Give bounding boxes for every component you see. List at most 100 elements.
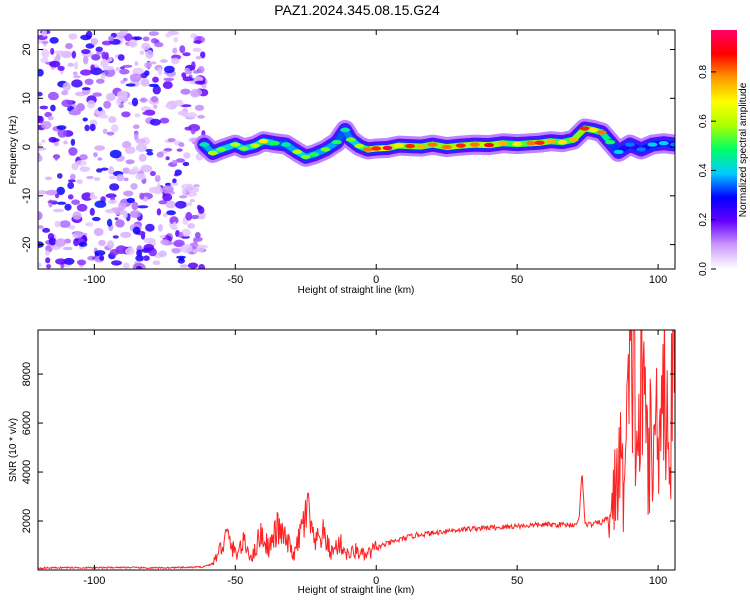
noise-blob bbox=[148, 186, 159, 194]
noise-blob bbox=[92, 92, 102, 97]
noise-blob bbox=[56, 186, 65, 196]
noise-blob bbox=[81, 49, 91, 55]
noise-blob bbox=[126, 197, 135, 204]
ridge-core bbox=[546, 139, 556, 144]
snr-y-ticks: 2000 4000 6000 8000 bbox=[21, 362, 675, 533]
x-tick-label: -50 bbox=[227, 575, 243, 587]
noise-blob bbox=[97, 107, 103, 112]
noise-blob bbox=[162, 81, 173, 89]
noise-blob bbox=[159, 117, 170, 124]
ridge-core bbox=[281, 142, 291, 147]
noise-blob bbox=[114, 217, 119, 221]
noise-blob bbox=[70, 173, 76, 180]
noise-blob bbox=[131, 97, 139, 107]
x-tick-label: 50 bbox=[511, 575, 523, 587]
noise-blob bbox=[103, 100, 112, 109]
snr-series-line bbox=[38, 330, 675, 570]
noise-blob bbox=[82, 117, 88, 122]
noise-blob bbox=[125, 247, 135, 255]
noise-blob bbox=[123, 210, 128, 219]
noise-blob bbox=[68, 110, 81, 116]
noise-blob bbox=[182, 52, 191, 57]
noise-blob bbox=[41, 139, 46, 143]
noise-blob bbox=[145, 148, 153, 153]
y-tick-label: 10 bbox=[21, 92, 33, 104]
noise-blob bbox=[162, 193, 173, 202]
noise-blob bbox=[93, 177, 101, 181]
colorbar-scale bbox=[711, 30, 737, 269]
noise-blob bbox=[158, 250, 167, 258]
noise-blob bbox=[194, 232, 201, 239]
noise-blob bbox=[103, 68, 116, 77]
noise-blob bbox=[55, 258, 67, 265]
noise-blob bbox=[201, 84, 207, 89]
noise-blob bbox=[68, 147, 78, 156]
ridge-core bbox=[345, 137, 356, 142]
ridge-core bbox=[393, 143, 404, 148]
x-tick-label: 100 bbox=[649, 575, 667, 587]
noise-blob bbox=[123, 77, 128, 82]
noise-blob bbox=[38, 190, 48, 195]
noise-blob bbox=[95, 46, 103, 53]
noise-blob bbox=[161, 185, 174, 193]
ridge-core bbox=[596, 130, 607, 135]
noise-blob bbox=[157, 67, 163, 76]
spectrogram-y-axis-label: Frequency (Hz) bbox=[8, 116, 19, 185]
colorbar-tick-label: 0.2 bbox=[698, 212, 709, 226]
ridge-core bbox=[416, 144, 427, 149]
noise-blob bbox=[68, 179, 76, 183]
ridge-core bbox=[371, 146, 382, 151]
noise-blob bbox=[138, 153, 147, 162]
ridge-core bbox=[441, 144, 452, 150]
noise-blob bbox=[171, 248, 181, 254]
noise-blob bbox=[135, 173, 146, 181]
noise-blob bbox=[119, 68, 130, 75]
noise-blob bbox=[191, 214, 199, 220]
noise-blob bbox=[179, 256, 185, 261]
snr-x-axis-label: Height of straight line (km) bbox=[298, 585, 415, 596]
ridge-core bbox=[605, 140, 616, 145]
snr-frame bbox=[37, 329, 676, 571]
noise-blob bbox=[109, 183, 120, 191]
noise-blob bbox=[179, 264, 189, 268]
noise-blob bbox=[185, 185, 194, 192]
noise-blob bbox=[115, 32, 127, 37]
noise-blob bbox=[172, 221, 177, 230]
noise-blob bbox=[172, 178, 177, 184]
noise-blob bbox=[89, 123, 96, 132]
noise-blob bbox=[178, 142, 185, 148]
noise-blob bbox=[149, 118, 161, 126]
ridge-core bbox=[526, 141, 537, 146]
y-tick-label: -20 bbox=[21, 237, 33, 253]
noise-blob bbox=[47, 116, 54, 121]
noise-blob bbox=[87, 100, 96, 109]
noise-blob bbox=[162, 212, 168, 218]
noise-blob bbox=[72, 231, 83, 239]
noise-blob bbox=[41, 40, 49, 45]
noise-blob bbox=[197, 114, 206, 119]
noise-blob bbox=[65, 43, 73, 50]
noise-blob bbox=[38, 68, 44, 77]
noise-blob bbox=[120, 231, 132, 238]
noise-blob bbox=[139, 50, 145, 55]
noise-blob bbox=[93, 228, 104, 236]
noise-blob bbox=[124, 146, 136, 154]
noise-blob bbox=[100, 167, 109, 171]
noise-blob bbox=[100, 72, 106, 80]
noise-blob bbox=[143, 244, 155, 251]
noise-blob bbox=[140, 164, 153, 173]
noise-blob bbox=[68, 33, 78, 40]
noise-blob bbox=[144, 61, 153, 69]
noise-blob bbox=[196, 244, 206, 253]
noise-blob bbox=[101, 51, 107, 60]
ridge-core bbox=[568, 137, 579, 142]
noise-blob bbox=[76, 203, 88, 212]
noise-blob bbox=[38, 154, 43, 163]
ridge-core bbox=[340, 127, 351, 133]
noise-blob bbox=[156, 151, 164, 158]
noise-blob bbox=[190, 88, 203, 96]
noise-blob bbox=[56, 201, 67, 205]
noise-blob bbox=[106, 240, 115, 249]
noise-blob bbox=[173, 239, 185, 248]
x-tick-label: 0 bbox=[373, 274, 379, 286]
